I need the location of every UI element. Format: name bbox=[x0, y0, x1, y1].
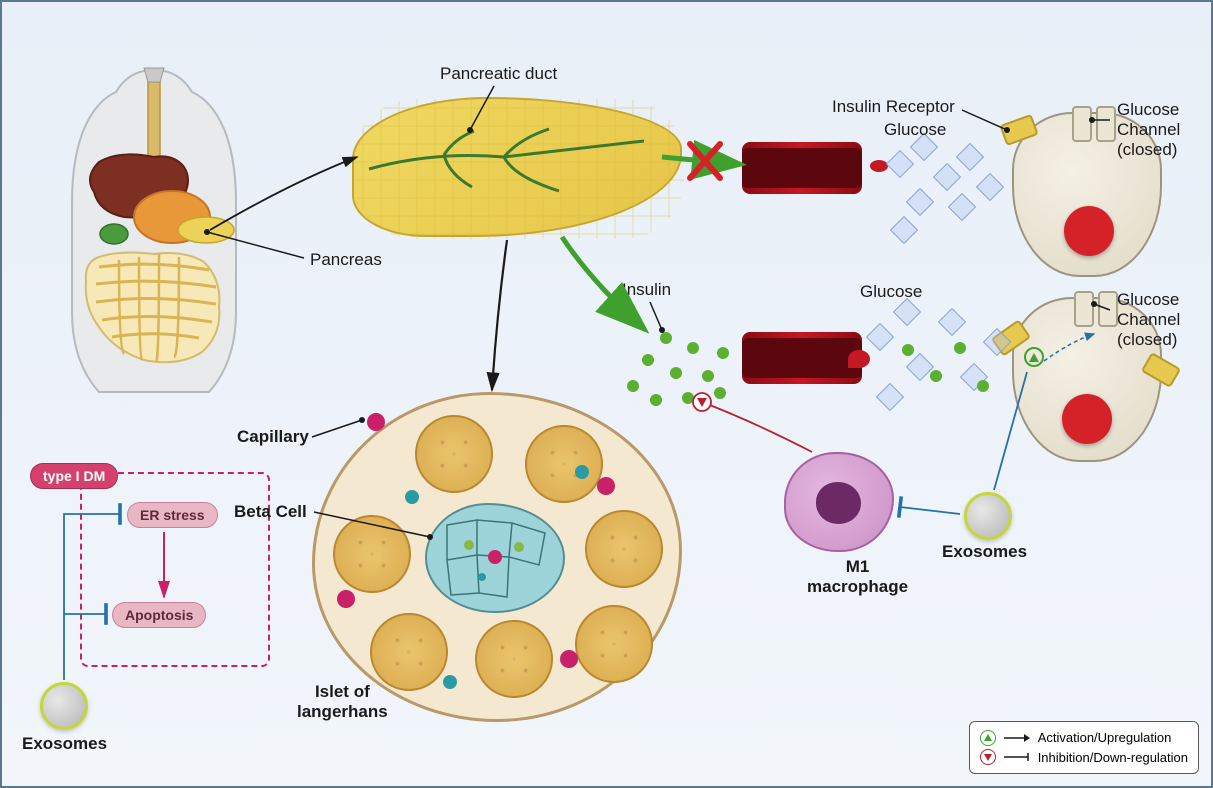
label-capillary: Capillary bbox=[237, 427, 309, 447]
insulin-dot bbox=[660, 332, 672, 344]
label-pancreatic-duct: Pancreatic duct bbox=[440, 64, 557, 84]
label-glucose-channel-1: Glucose Channel (closed) bbox=[1117, 100, 1180, 160]
label-glucose-top: Glucose bbox=[884, 120, 946, 140]
legend-activation-text: Activation/Upregulation bbox=[1038, 728, 1172, 748]
pancreas-organ bbox=[352, 97, 682, 237]
apoptosis-text: Apoptosis bbox=[125, 607, 193, 623]
label-glucose-mid: Glucose bbox=[860, 282, 922, 302]
type1-dm-text: type I DM bbox=[43, 468, 105, 484]
blood-vessel-top bbox=[742, 142, 862, 194]
m1-macrophage bbox=[784, 452, 894, 552]
badge-er-stress: ER stress bbox=[127, 502, 218, 528]
label-insulin-receptor: Insulin Receptor bbox=[832, 97, 955, 117]
label-m1-macrophage: M1 macrophage bbox=[807, 557, 908, 597]
exosome-left bbox=[40, 682, 88, 730]
blood-vessel-bottom bbox=[742, 332, 862, 384]
islet-of-langerhans bbox=[312, 392, 682, 722]
badge-apoptosis: Apoptosis bbox=[112, 602, 206, 628]
label-insulin: Insulin bbox=[622, 280, 671, 300]
badge-type1-dm: type I DM bbox=[30, 463, 118, 489]
legend-inhibition-text: Inhibition/Down-regulation bbox=[1038, 748, 1188, 768]
legend-box: Activation/Upregulation Inhibition/Down-… bbox=[969, 721, 1199, 774]
label-islet: Islet of langerhans bbox=[297, 682, 388, 722]
label-exosomes-right: Exosomes bbox=[942, 542, 1027, 562]
label-glucose-channel-2: Glucose Channel (closed) bbox=[1117, 290, 1180, 350]
label-exosomes-left: Exosomes bbox=[22, 734, 107, 754]
red-blood-cell bbox=[870, 160, 888, 172]
exosome-right bbox=[964, 492, 1012, 540]
label-pancreas: Pancreas bbox=[310, 250, 382, 270]
torso-anatomy bbox=[24, 62, 284, 402]
beta-cell-cluster bbox=[425, 503, 565, 613]
diagram-canvas: type I DM ER stress Apoptosis Pancreatic… bbox=[0, 0, 1213, 788]
glucose-icon bbox=[886, 150, 914, 178]
label-beta-cell: Beta Cell bbox=[234, 502, 307, 522]
er-stress-text: ER stress bbox=[140, 507, 205, 523]
